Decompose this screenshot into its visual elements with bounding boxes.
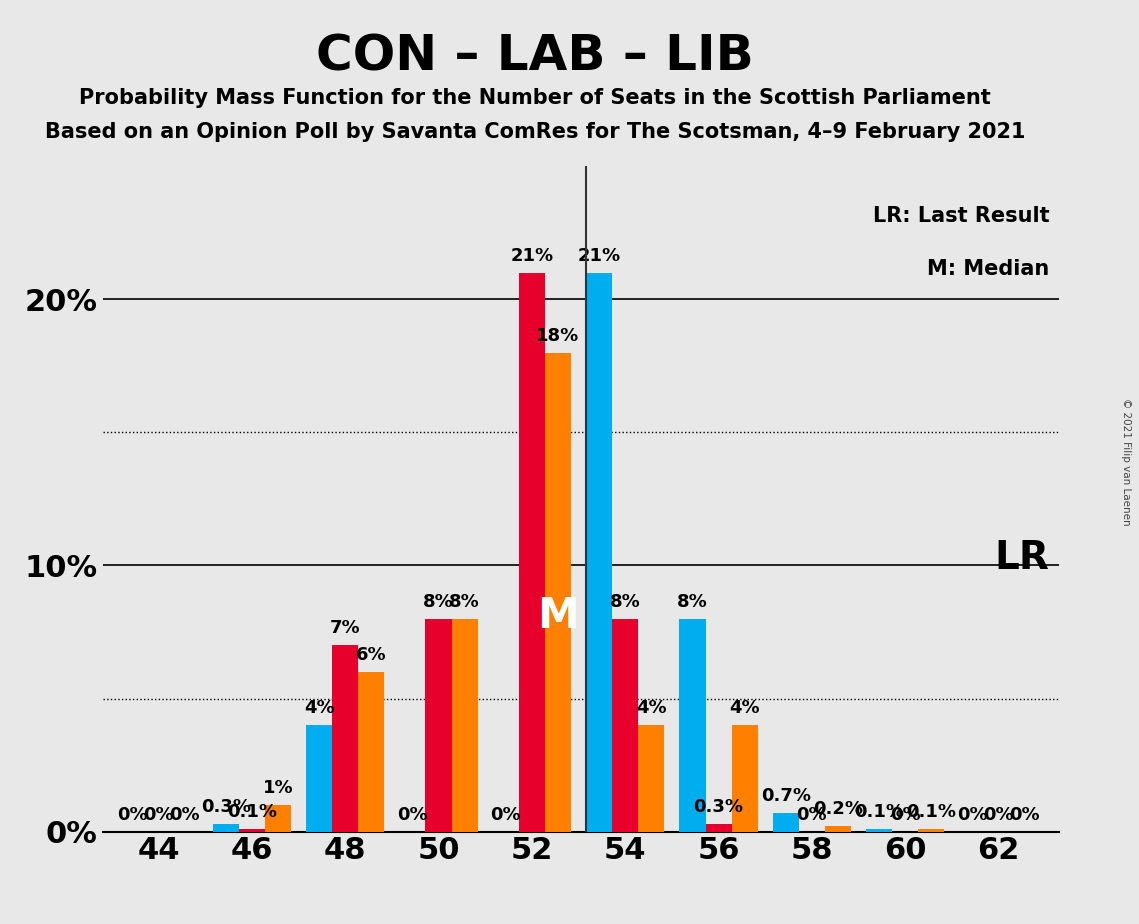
Text: 21%: 21% [577, 247, 621, 265]
Bar [866, 829, 892, 832]
Text: 8%: 8% [424, 592, 454, 611]
Text: LR: Last Result: LR: Last Result [874, 206, 1050, 226]
Text: 18%: 18% [536, 326, 580, 345]
Text: 0%: 0% [796, 806, 827, 823]
Text: 21%: 21% [510, 247, 554, 265]
Text: CON – LAB – LIB: CON – LAB – LIB [317, 32, 754, 80]
Bar [265, 805, 292, 832]
Bar [213, 823, 239, 832]
Bar [825, 826, 851, 832]
Text: 0%: 0% [491, 806, 521, 823]
Text: LR: LR [994, 539, 1050, 577]
Text: Probability Mass Function for the Number of Seats in the Scottish Parliament: Probability Mass Function for the Number… [80, 88, 991, 108]
Text: 0.1%: 0.1% [907, 803, 957, 821]
Text: 0%: 0% [398, 806, 428, 823]
Text: 0%: 0% [983, 806, 1014, 823]
Text: 0.1%: 0.1% [227, 803, 277, 821]
Bar [731, 725, 757, 832]
Text: 0.2%: 0.2% [813, 800, 863, 819]
Bar [333, 645, 359, 832]
Bar [544, 353, 571, 832]
Bar [359, 672, 384, 832]
Bar [451, 619, 477, 832]
Text: 4%: 4% [304, 699, 335, 717]
Text: M: M [538, 595, 579, 637]
Bar [306, 725, 333, 832]
Bar [426, 619, 451, 832]
Text: M: Median: M: Median [927, 260, 1050, 279]
Bar [239, 829, 265, 832]
Text: 0%: 0% [144, 806, 174, 823]
Text: 0%: 0% [117, 806, 148, 823]
Text: Based on an Opinion Poll by Savanta ComRes for The Scotsman, 4–9 February 2021: Based on an Opinion Poll by Savanta ComR… [46, 122, 1025, 142]
Text: 0.1%: 0.1% [854, 803, 904, 821]
Text: 7%: 7% [330, 619, 361, 638]
Bar [519, 273, 544, 832]
Bar [612, 619, 638, 832]
Text: 0%: 0% [1009, 806, 1040, 823]
Bar [918, 829, 944, 832]
Text: 0.7%: 0.7% [761, 787, 811, 805]
Bar [705, 823, 731, 832]
Bar [638, 725, 664, 832]
Text: 0%: 0% [957, 806, 988, 823]
Text: 0%: 0% [890, 806, 920, 823]
Bar [772, 813, 798, 832]
Bar [587, 273, 612, 832]
Text: 0.3%: 0.3% [200, 797, 251, 816]
Text: © 2021 Filip van Laenen: © 2021 Filip van Laenen [1121, 398, 1131, 526]
Text: 8%: 8% [609, 592, 640, 611]
Text: 1%: 1% [263, 779, 294, 797]
Text: 4%: 4% [729, 699, 760, 717]
Text: 0.3%: 0.3% [694, 797, 744, 816]
Bar [679, 619, 705, 832]
Text: 8%: 8% [677, 592, 707, 611]
Text: 6%: 6% [357, 646, 386, 664]
Text: 8%: 8% [449, 592, 480, 611]
Text: 0%: 0% [170, 806, 200, 823]
Text: 4%: 4% [636, 699, 666, 717]
